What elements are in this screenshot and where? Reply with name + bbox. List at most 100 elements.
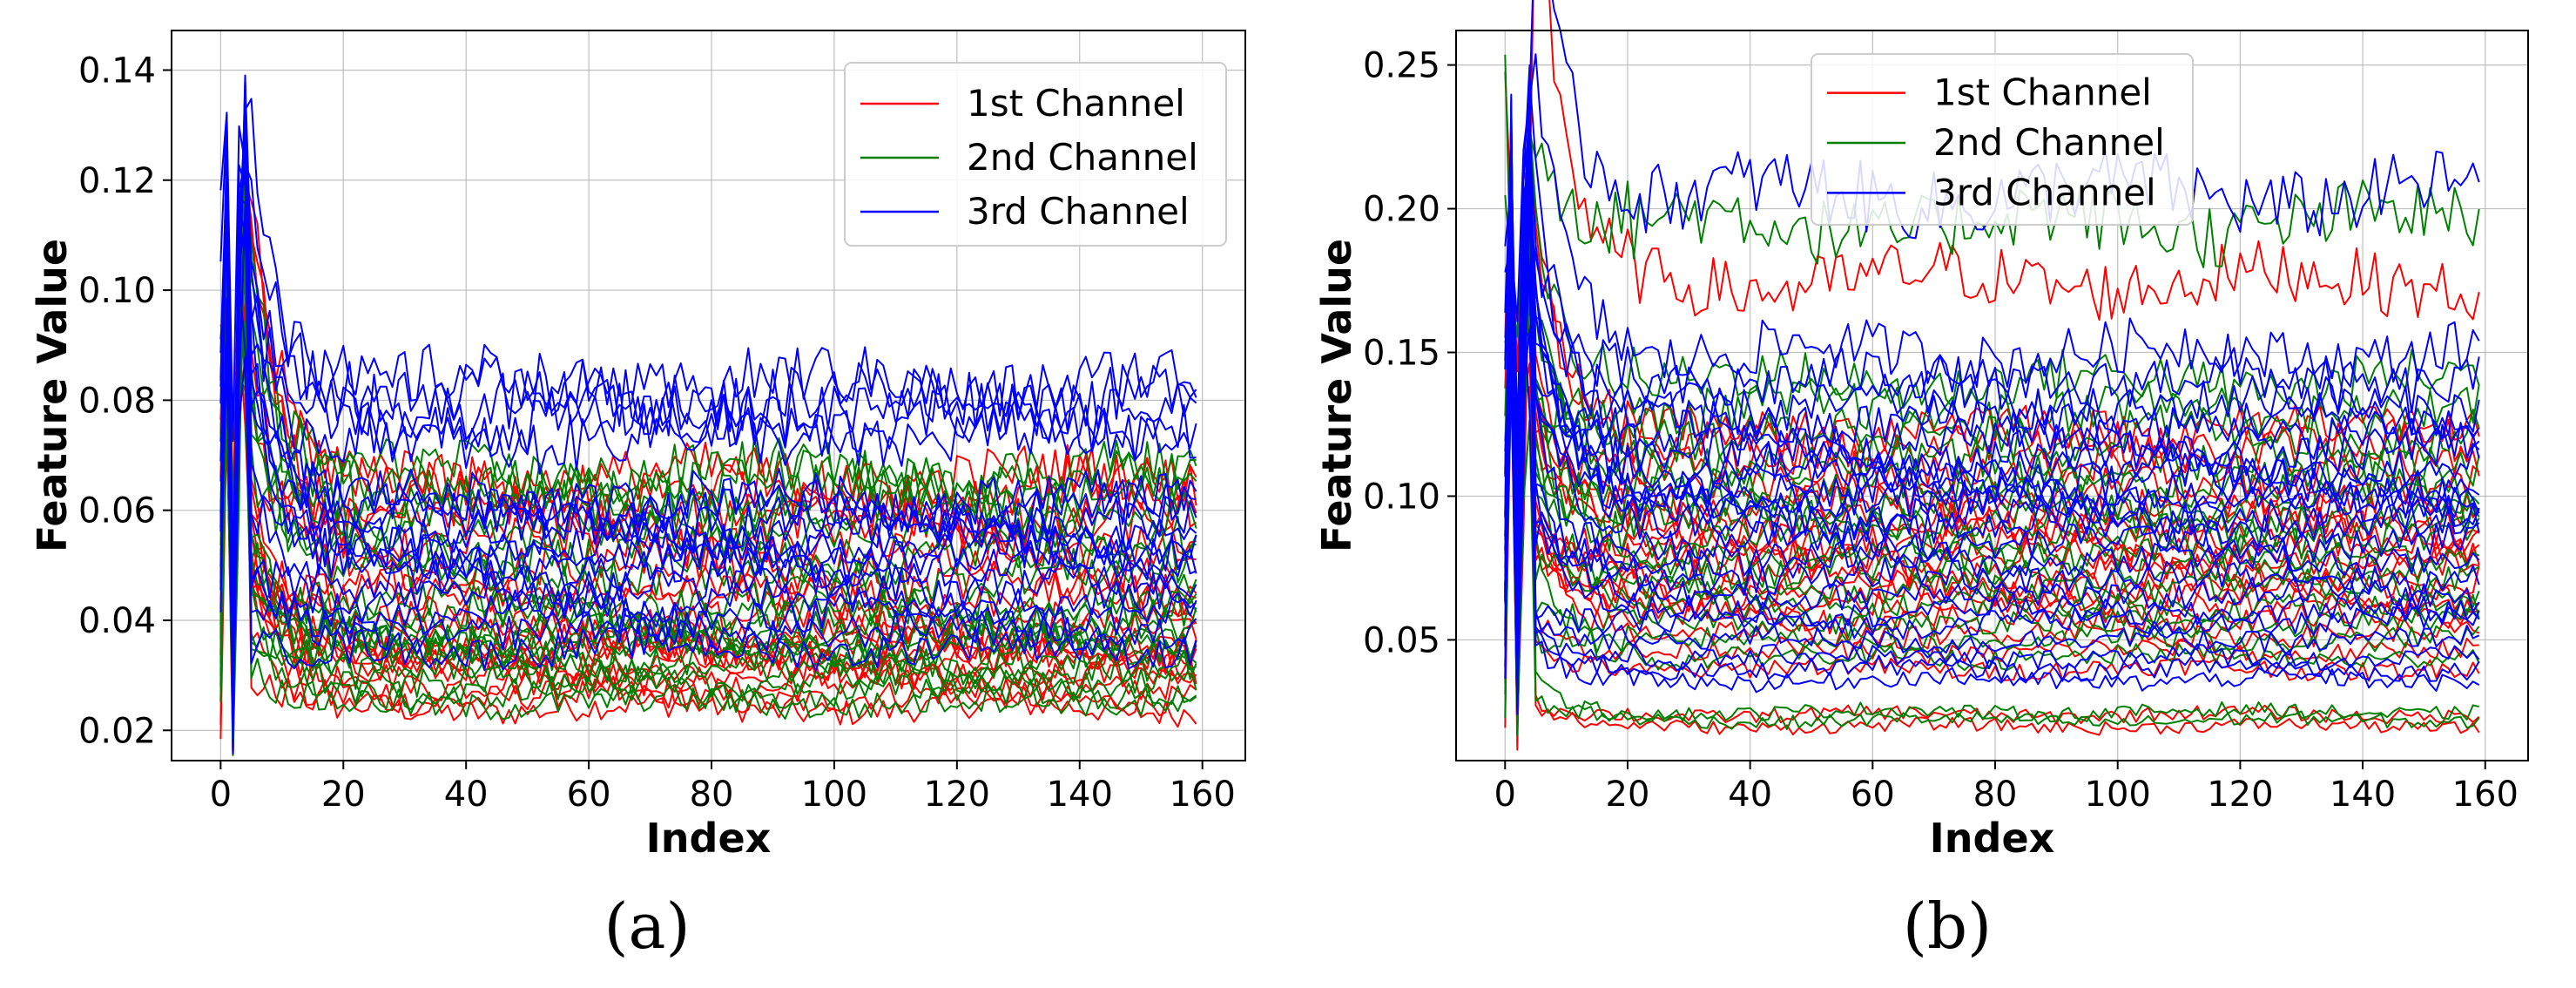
plot-frame-b xyxy=(1455,30,2529,761)
x-tick-label: 0 xyxy=(210,775,232,815)
legend-box xyxy=(844,62,1227,247)
lines-a xyxy=(219,74,1197,756)
series-line xyxy=(219,231,1197,697)
y-tick-label: 0.12 xyxy=(78,161,156,201)
x-tick-label: 140 xyxy=(1047,775,1113,815)
series-line xyxy=(1504,82,2480,699)
series-line xyxy=(219,136,1197,658)
chart-a: 0 20 40 60 80 100 120 140 160 0.020.040.060.080.… xyxy=(29,30,1246,963)
series-line xyxy=(1504,103,2480,734)
series-line xyxy=(1504,213,2480,663)
x-tick-label: 40 xyxy=(444,775,489,815)
x-tick-label: 0 xyxy=(1494,775,1516,815)
series-line xyxy=(1504,278,2480,669)
series-line xyxy=(1504,156,2480,680)
series-line xyxy=(219,165,1197,721)
series-line xyxy=(219,146,1197,646)
series-line xyxy=(1504,129,2480,433)
y-tick-label: 0.20 xyxy=(1363,190,1440,230)
series-line xyxy=(219,152,1197,680)
x-axis-label-b: Index xyxy=(1930,815,2055,862)
y-tick-label: 0.25 xyxy=(1363,46,1440,86)
series-line xyxy=(219,158,1197,547)
x-tick-label: 160 xyxy=(2452,775,2519,815)
series-line xyxy=(219,98,1197,639)
legend-label: 1st Channel xyxy=(1933,71,2152,114)
x-tick-label: 20 xyxy=(321,775,366,815)
x-tick-label: 60 xyxy=(567,775,611,815)
series-line xyxy=(219,206,1197,664)
legend-label: 3rd Channel xyxy=(967,190,1190,233)
series-line xyxy=(1504,166,2480,646)
legend-box xyxy=(1811,53,2194,226)
y-axis-label-a: Feature Value xyxy=(29,239,76,552)
y-tick-label: 0.15 xyxy=(1363,334,1440,374)
y-tick-label: 0.05 xyxy=(1363,620,1440,660)
series-line xyxy=(1504,64,2480,591)
x-tick-label: 40 xyxy=(1728,775,1772,815)
series-line xyxy=(1504,127,2480,470)
y-tick-label: 0.10 xyxy=(1363,477,1440,517)
series-line xyxy=(219,267,1197,740)
y-tick-label: 0.14 xyxy=(78,51,156,91)
legend-b: 1st Channel 2nd Channel 3rd Channel xyxy=(1811,53,2194,226)
y-tick-label: 0.10 xyxy=(78,271,156,311)
x-axis-b: 0 20 40 60 80 100 120 140 160 xyxy=(1494,761,2519,815)
series-line xyxy=(1504,241,2480,602)
legend-label: 3rd Channel xyxy=(1933,171,2156,213)
x-tick-label: 80 xyxy=(1973,775,2018,815)
series-line xyxy=(1504,315,2480,709)
series-line xyxy=(1504,110,2480,599)
series-line xyxy=(219,233,1197,666)
series-line xyxy=(1504,213,2480,628)
y-axis-label-b: Feature Value xyxy=(1313,239,1360,552)
series-line xyxy=(1504,0,2480,373)
y-tick-label: 0.02 xyxy=(78,711,156,751)
plot-frame-a xyxy=(171,30,1246,761)
series-line xyxy=(1504,120,2480,531)
series-line xyxy=(1504,53,2480,531)
x-axis-a: 0 20 40 60 80 100 120 140 160 xyxy=(210,761,1236,815)
series-line xyxy=(1504,96,2480,696)
series-line xyxy=(1504,185,2480,454)
series-line xyxy=(219,118,1197,755)
legend-a: 1st Channel 2nd Channel 3rd Channel xyxy=(844,62,1227,247)
y-axis-a: 0.02 0.04 0.06 0.08 0.10 0.12 0.14 xyxy=(78,51,172,751)
x-axis-label-a: Index xyxy=(646,815,772,862)
series-line xyxy=(1504,184,2480,703)
lines-b xyxy=(1504,0,2480,751)
x-tick-label: 100 xyxy=(801,775,867,815)
series-line xyxy=(219,231,1197,756)
panel-label-b: (b) xyxy=(1903,890,1992,963)
chart-b: 0 20 40 60 80 100 120 140 160 0.050.100.150.200.… xyxy=(1313,0,2529,963)
series-line xyxy=(219,197,1197,741)
series-line xyxy=(1504,85,2480,715)
x-tick-label: 80 xyxy=(690,775,734,815)
x-tick-label: 120 xyxy=(2207,775,2273,815)
legend-label: 2nd Channel xyxy=(967,136,1198,179)
series-line xyxy=(219,118,1197,626)
series-line xyxy=(1504,217,2480,751)
series-line xyxy=(1504,85,2480,584)
series-line xyxy=(219,93,1197,644)
series-line xyxy=(1504,218,2480,639)
legend-label: 1st Channel xyxy=(967,82,1185,125)
y-tick-label: 0.04 xyxy=(78,601,156,641)
series-line xyxy=(1504,146,2480,627)
x-tick-label: 100 xyxy=(2085,775,2151,815)
series-line xyxy=(219,346,1197,731)
x-tick-label: 160 xyxy=(1170,775,1236,815)
series-line xyxy=(1504,217,2480,650)
series-line xyxy=(1504,77,2480,518)
series-line xyxy=(1504,324,2479,736)
series-line xyxy=(219,164,1197,653)
legend-label: 2nd Channel xyxy=(1933,121,2165,164)
x-tick-label: 140 xyxy=(2330,775,2396,815)
y-axis-b: 0.05 0.10 0.15 0.20 0.25 xyxy=(1363,46,1456,660)
x-tick-label: 60 xyxy=(1851,775,1895,815)
series-line xyxy=(219,278,1197,687)
series-line xyxy=(219,114,1197,443)
x-tick-label: 120 xyxy=(924,775,990,815)
series-line xyxy=(1504,246,2480,603)
x-tick-label: 20 xyxy=(1606,775,1650,815)
